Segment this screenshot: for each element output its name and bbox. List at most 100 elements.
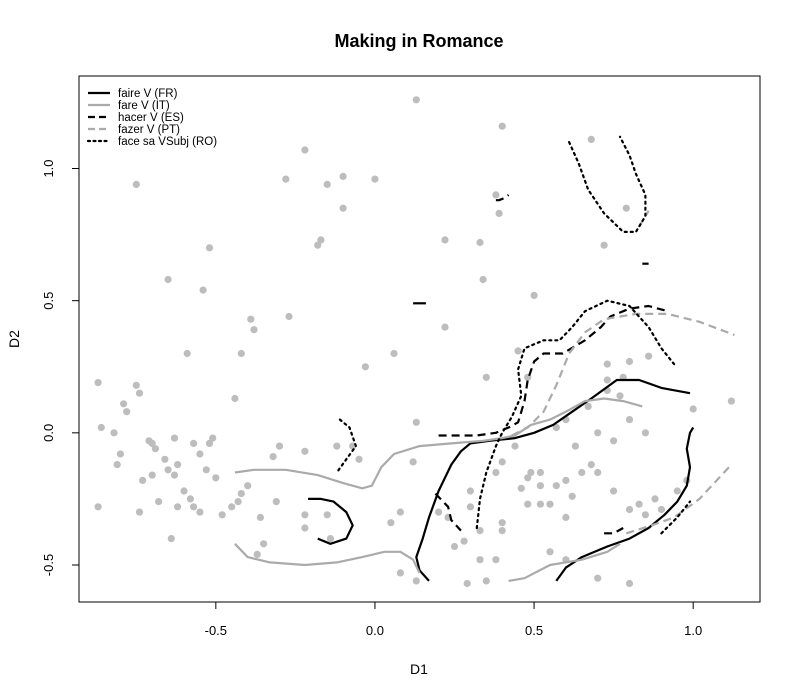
data-point-89 <box>326 535 334 543</box>
data-point-88 <box>323 511 331 519</box>
data-point-91 <box>355 455 363 463</box>
data-point-64 <box>180 487 188 495</box>
data-point-67 <box>196 508 204 516</box>
data-point-113 <box>517 484 525 492</box>
series-2-line-0 <box>438 304 668 437</box>
data-point-42 <box>110 429 118 437</box>
data-point-116 <box>536 468 545 477</box>
data-point-128 <box>594 468 602 477</box>
series-lines <box>234 135 735 582</box>
data-point-119 <box>536 500 545 508</box>
data-point-103 <box>476 527 484 535</box>
data-point-96 <box>412 577 420 585</box>
data-point-111 <box>498 458 506 466</box>
x-tick-label-3: 1.0 <box>684 623 702 638</box>
data-point-12 <box>622 204 630 212</box>
data-point-30 <box>237 349 245 358</box>
data-point-105 <box>450 542 459 551</box>
data-point-69 <box>155 498 163 506</box>
data-point-107 <box>435 508 443 516</box>
data-point-72 <box>167 535 175 543</box>
data-point-35 <box>94 379 102 387</box>
data-point-1 <box>498 122 506 130</box>
x-axis-label: D1 <box>410 661 428 677</box>
data-point-93 <box>387 519 395 527</box>
data-point-123 <box>568 492 576 500</box>
series-4-line-3 <box>660 500 692 535</box>
data-point-59 <box>164 466 172 474</box>
data-point-142 <box>641 429 650 437</box>
x-tick-label-2: 0.5 <box>525 623 543 638</box>
data-point-137 <box>552 423 560 432</box>
data-point-126 <box>587 461 595 469</box>
data-point-99 <box>482 577 490 585</box>
data-point-21 <box>199 286 207 294</box>
data-point-43 <box>727 397 736 405</box>
data-point-134 <box>657 505 666 514</box>
legend-label-3: fazer V (PT) <box>118 124 180 136</box>
data-point-150 <box>546 548 554 556</box>
data-point-95 <box>396 569 404 577</box>
data-point-149 <box>482 373 490 381</box>
data-point-115 <box>527 468 535 477</box>
data-point-74 <box>269 453 277 461</box>
data-point-65 <box>186 495 194 503</box>
data-point-13 <box>317 236 325 244</box>
data-point-3 <box>587 135 595 143</box>
data-point-44 <box>689 405 697 413</box>
data-point-100 <box>492 556 500 564</box>
data-point-36 <box>132 381 140 389</box>
series-2-line-3 <box>604 527 624 535</box>
plot-frame <box>78 75 761 603</box>
y-axis: -0.5 0.0 0.5 1.0 <box>41 159 79 576</box>
data-point-17 <box>205 244 214 252</box>
legend-label-1: fare V (IT) <box>118 100 170 112</box>
data-point-77 <box>244 482 252 490</box>
data-point-4 <box>132 180 140 188</box>
data-point-118 <box>524 500 532 508</box>
data-point-82 <box>272 498 280 506</box>
series-2-line-1 <box>495 194 510 202</box>
data-point-127 <box>578 468 586 477</box>
data-point-24 <box>247 315 255 323</box>
data-point-140 <box>610 437 618 445</box>
data-point-97 <box>463 579 471 588</box>
data-point-73 <box>275 442 284 450</box>
x-tick-label-0: -0.5 <box>205 623 227 638</box>
data-point-54 <box>196 450 204 458</box>
data-point-152 <box>594 574 602 582</box>
data-point-125 <box>571 442 580 450</box>
data-point-0 <box>412 96 420 104</box>
y-tick-label-0: -0.5 <box>41 554 56 576</box>
data-point-23 <box>441 323 449 331</box>
data-point-27 <box>514 347 522 355</box>
data-point-57 <box>170 471 179 479</box>
series-4-line-1 <box>475 299 676 530</box>
data-point-75 <box>301 447 309 455</box>
data-point-124 <box>562 513 570 522</box>
data-point-135 <box>673 487 681 495</box>
data-point-145 <box>616 392 624 400</box>
data-point-87 <box>301 524 309 532</box>
data-point-18 <box>164 275 172 284</box>
data-point-50 <box>161 455 169 463</box>
data-point-48 <box>151 445 159 453</box>
data-point-34 <box>625 357 634 366</box>
data-point-76 <box>333 442 341 450</box>
data-point-2 <box>301 146 309 154</box>
data-point-47 <box>148 439 156 447</box>
data-point-22 <box>530 291 538 299</box>
data-point-8 <box>371 175 379 183</box>
legend-label-2: hacer V (ES) <box>118 112 184 124</box>
data-point-60 <box>148 471 156 479</box>
y-tick-label-2: 0.5 <box>41 292 56 310</box>
data-point-33 <box>361 363 369 371</box>
data-point-101 <box>498 519 506 527</box>
data-point-7 <box>339 172 347 180</box>
data-point-102 <box>498 527 506 535</box>
data-point-98 <box>476 556 484 564</box>
legend-label-0: faire V (FR) <box>118 88 178 100</box>
series-1-line-0 <box>234 397 643 490</box>
data-point-129 <box>610 487 618 495</box>
